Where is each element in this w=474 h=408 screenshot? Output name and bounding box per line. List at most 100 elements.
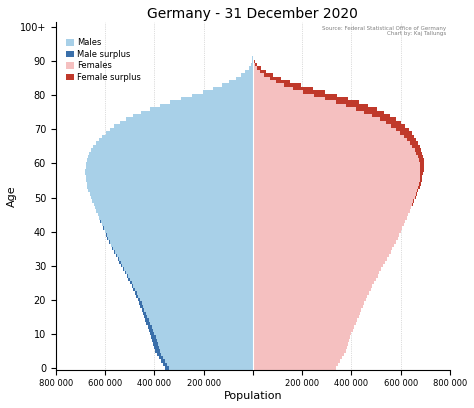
Bar: [127, 274, 128, 277]
Bar: [419, 158, 424, 162]
Bar: [91, 148, 253, 151]
Bar: [253, 251, 391, 254]
Bar: [160, 104, 253, 107]
Bar: [159, 356, 164, 359]
Bar: [253, 155, 418, 158]
Bar: [253, 56, 254, 60]
Bar: [253, 298, 365, 302]
Bar: [253, 356, 342, 359]
Bar: [203, 90, 253, 94]
Bar: [253, 90, 303, 94]
Bar: [253, 233, 399, 237]
Bar: [152, 325, 253, 329]
Bar: [89, 151, 253, 155]
Bar: [165, 366, 169, 370]
Bar: [253, 83, 284, 87]
Bar: [253, 261, 385, 264]
Bar: [130, 277, 253, 281]
Bar: [253, 141, 410, 145]
Bar: [253, 223, 404, 226]
Bar: [253, 359, 340, 363]
Bar: [253, 111, 365, 114]
Bar: [253, 277, 376, 281]
Bar: [253, 281, 374, 284]
Bar: [98, 213, 253, 216]
Bar: [96, 141, 253, 145]
Bar: [253, 60, 254, 63]
Bar: [143, 312, 146, 315]
Bar: [165, 359, 253, 363]
Bar: [124, 267, 253, 271]
Bar: [167, 363, 253, 366]
Bar: [253, 169, 420, 172]
Bar: [253, 196, 415, 199]
Bar: [229, 80, 253, 83]
Bar: [253, 193, 416, 196]
Bar: [149, 319, 253, 322]
Bar: [420, 175, 422, 179]
Bar: [253, 288, 371, 291]
Bar: [419, 182, 420, 186]
Bar: [96, 209, 253, 213]
Bar: [346, 104, 368, 107]
Bar: [117, 254, 253, 257]
Bar: [155, 332, 253, 335]
Bar: [420, 172, 423, 175]
Bar: [121, 264, 122, 267]
Bar: [128, 277, 130, 281]
Y-axis label: Age: Age: [7, 185, 17, 206]
Bar: [253, 254, 389, 257]
Bar: [253, 118, 380, 121]
Bar: [88, 189, 253, 193]
Bar: [246, 70, 253, 73]
Bar: [150, 332, 155, 335]
Bar: [253, 175, 420, 179]
Bar: [116, 254, 117, 257]
Bar: [93, 145, 253, 148]
Bar: [146, 312, 253, 315]
Bar: [155, 349, 160, 353]
Bar: [110, 128, 253, 131]
Bar: [113, 247, 253, 251]
Bar: [119, 261, 120, 264]
Bar: [253, 346, 346, 349]
Bar: [253, 199, 413, 203]
Bar: [107, 233, 253, 237]
Bar: [415, 148, 421, 151]
Bar: [132, 281, 253, 284]
Bar: [253, 363, 338, 366]
Bar: [404, 135, 414, 138]
Bar: [133, 114, 253, 118]
Bar: [253, 216, 407, 220]
Bar: [87, 186, 253, 189]
Bar: [253, 291, 369, 295]
Bar: [135, 291, 137, 295]
Bar: [249, 67, 253, 70]
Bar: [140, 298, 253, 302]
Bar: [410, 141, 419, 145]
Bar: [336, 100, 359, 104]
Bar: [152, 339, 157, 342]
Bar: [251, 63, 253, 67]
Bar: [162, 353, 253, 356]
Bar: [126, 271, 253, 274]
Bar: [253, 312, 360, 315]
Bar: [420, 165, 424, 169]
Bar: [151, 335, 155, 339]
Bar: [392, 124, 405, 128]
Bar: [253, 128, 396, 131]
Bar: [110, 240, 253, 244]
Bar: [148, 325, 152, 329]
Bar: [253, 284, 373, 288]
Bar: [253, 206, 411, 209]
Bar: [123, 267, 124, 271]
Bar: [136, 295, 138, 298]
Bar: [153, 329, 253, 332]
Bar: [253, 114, 373, 118]
Bar: [157, 353, 162, 356]
Bar: [149, 329, 153, 332]
Bar: [415, 196, 416, 199]
Bar: [120, 261, 253, 264]
Bar: [154, 342, 158, 346]
Bar: [86, 175, 253, 179]
